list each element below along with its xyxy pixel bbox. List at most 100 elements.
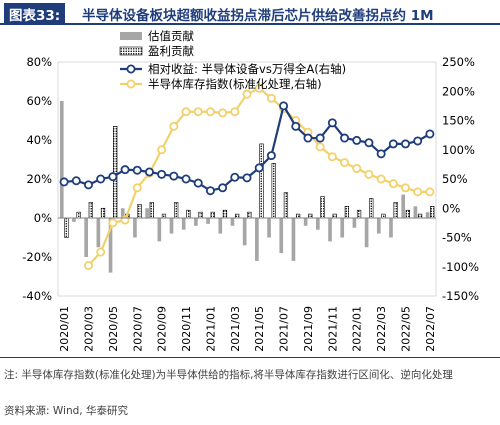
x-tick-label: 2020/05 (107, 306, 120, 352)
left-tick-label: 80% (26, 55, 52, 69)
inventory-index-point (327, 152, 337, 162)
right-tick-label: 0% (442, 201, 460, 215)
earnings-bar (320, 196, 325, 219)
valuation-bar (206, 218, 210, 224)
inventory-index-point (120, 215, 130, 225)
x-tick-label: 2020/01 (58, 306, 71, 352)
relative-return-point (291, 121, 301, 131)
right-tick-label: 50% (442, 172, 468, 186)
x-tick-label: 2020/03 (82, 306, 95, 352)
relative-return-point (242, 173, 252, 183)
earnings-bar (198, 211, 203, 219)
valuation-bar (425, 212, 430, 218)
valuation-bar (401, 194, 406, 218)
legend-label-relative-return: 相对收益: 半导体设备vs万得全A(右轴) (148, 62, 346, 76)
combo-chart: -40% -20% 0% 20% 40% 60% 80% -150% -100% -50% 0% 50… (22, 29, 479, 352)
earnings-bar (64, 217, 69, 238)
right-tick-label: -50% (442, 231, 472, 245)
plot-frame (57, 61, 437, 297)
earnings-bar (393, 202, 398, 219)
relative-return-point (193, 178, 203, 188)
valuation-bar (96, 218, 101, 248)
x-tick-label: 2021/03 (229, 306, 242, 352)
valuation-bar (218, 218, 223, 234)
line-layer (59, 83, 435, 271)
valuation-bar (389, 218, 393, 238)
figure-note: 注: 半导体库存指数(标准化处理)为半导体供给的指标,将半导体库存指数进行区间化… (4, 369, 453, 381)
earnings-bar (308, 213, 313, 219)
relative-return-point (254, 163, 264, 173)
legend-label-inventory-index: 半导体库存指数(标准化处理,右轴) (148, 77, 322, 91)
x-tick-label: 2021/11 (326, 306, 339, 352)
earnings-bar (76, 211, 81, 219)
figure-footer: 注: 半导体库存指数(标准化处理)为半导体供给的指标,将半导体库存指数进行区间化… (0, 357, 500, 425)
valuation-bar (169, 218, 174, 234)
earnings-bar (88, 202, 93, 219)
axis-layer: -40% -20% 0% 20% 40% 60% 80% -150% -100% -50% 0% 50… (22, 55, 479, 352)
earnings-bar (100, 207, 106, 219)
left-tick-label: 20% (26, 172, 52, 186)
inventory-index-point (169, 121, 179, 131)
relative-return-point (157, 169, 167, 179)
earnings-bar (247, 211, 252, 219)
chart-frame (57, 61, 437, 297)
relative-return-point (230, 172, 240, 182)
inventory-index-point (132, 183, 142, 193)
earnings-bar (235, 213, 240, 219)
valuation-bar (303, 218, 308, 226)
valuation-bar (291, 218, 296, 261)
right-tick-label: -100% (442, 260, 479, 274)
figure-source: 资料来源: Wind, 华泰研究 (4, 405, 128, 417)
relative-return-point (71, 176, 81, 186)
legend-marker-relative-return (126, 64, 136, 74)
inventory-index-point (218, 108, 228, 118)
earnings-bar (417, 213, 423, 219)
valuation-bar (181, 218, 186, 230)
x-tick-label: 2022/01 (351, 306, 364, 352)
relative-return-point (388, 139, 398, 149)
bar-layer (59, 101, 435, 273)
valuation-bar (376, 218, 381, 234)
relative-return-point (266, 151, 276, 161)
relative-return-point (425, 129, 435, 139)
x-tick-label: 2020/11 (180, 306, 193, 352)
relative-return-point (279, 101, 289, 111)
earnings-bar (137, 204, 142, 219)
inventory-index-point (340, 158, 350, 168)
left-tick-label: -40% (22, 289, 52, 303)
relative-return-point (303, 133, 313, 143)
earnings-bar (113, 126, 118, 219)
valuation-bar (230, 218, 235, 226)
earnings-bar (161, 213, 167, 219)
right-tick-label: 100% (442, 143, 475, 157)
right-tick-label: 250% (442, 55, 475, 69)
valuation-bar (328, 218, 332, 242)
relative-return-point (364, 138, 374, 148)
inventory-index-point (413, 187, 423, 197)
valuation-bar (267, 218, 271, 238)
figure-header: 图表33: 半导体设备板块超额收益拐点滞后芯片供给改善拐点约 1M (0, 0, 500, 25)
valuation-bar (364, 218, 369, 248)
earnings-bar (381, 213, 386, 219)
valuation-bar (279, 218, 284, 254)
valuation-bar (316, 218, 320, 230)
earnings-bar (369, 198, 374, 219)
earnings-bar (283, 192, 289, 219)
valuation-bar (194, 218, 198, 226)
relative-return-point (218, 183, 228, 193)
relative-return-point (413, 136, 423, 146)
valuation-bar (157, 218, 162, 242)
earnings-bar (174, 202, 179, 219)
x-tick-label: 2021/05 (253, 306, 266, 352)
left-tick-label: -20% (22, 250, 52, 264)
relative-return-point (376, 149, 386, 159)
x-tick-label: 2021/07 (278, 306, 291, 352)
relative-return-point (169, 171, 179, 181)
relative-return-point (120, 165, 130, 175)
relative-return-point (401, 139, 411, 149)
relative-return-point (327, 118, 337, 128)
relative-return-point (315, 133, 325, 143)
relative-return-point (59, 177, 69, 187)
inventory-index-point (181, 107, 191, 117)
